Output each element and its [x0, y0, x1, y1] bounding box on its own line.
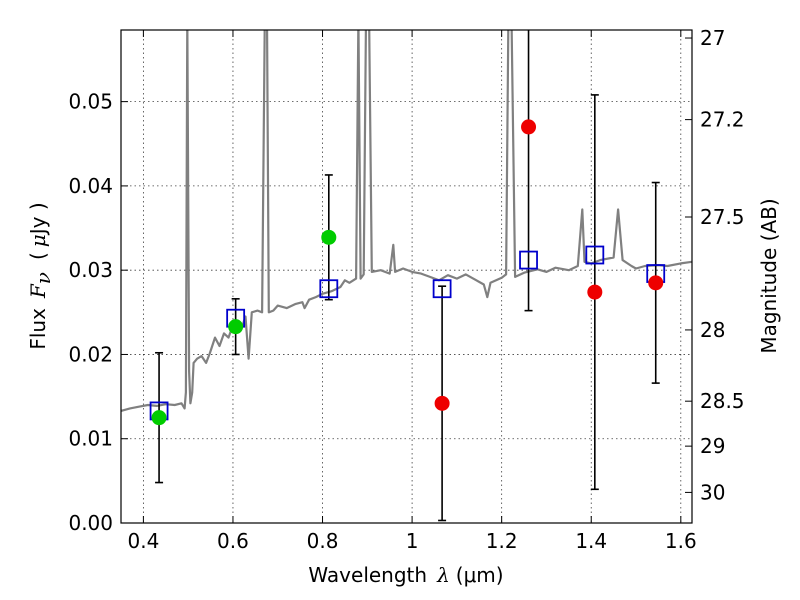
x-axis-label: Wavelength λ (μm): [308, 563, 503, 587]
grid: [121, 30, 692, 524]
observed-point: [434, 395, 450, 411]
model-square: [432, 279, 452, 299]
y2-tick-label: 27.5: [700, 205, 745, 229]
plot-area: [121, 30, 692, 523]
x-tick-label: 1.2: [486, 529, 518, 553]
spectrum-line: [121, 30, 692, 412]
observed-point: [228, 319, 244, 335]
y-axis-label: FluxFν(μJy ): [26, 202, 55, 349]
y-tick-label: 0.04: [68, 174, 113, 198]
y-tick-label: 0.02: [68, 342, 113, 366]
y-tick-label: 0.01: [68, 427, 113, 451]
model-square: [319, 279, 339, 299]
y2-tick-label: 27: [700, 26, 725, 50]
observed-point: [521, 119, 537, 135]
plot-frame: [120, 29, 693, 524]
x-tick-label: 0.6: [217, 529, 249, 553]
marker-layer: [149, 30, 666, 522]
x-tick-label: 0.8: [307, 529, 339, 553]
y2-axis-label: Magnitude (AB): [757, 198, 781, 353]
y2-tick-label: 28.5: [700, 389, 745, 413]
observed-point: [321, 229, 337, 245]
model-square: [585, 245, 605, 265]
axes: 0.4 0.6 0.8 1 1.2 1.4 1.6 0.00 0.01 0.02 0.03 0.04 0…: [68, 26, 744, 553]
data-layer: [121, 30, 692, 412]
x-tick-label: 1.4: [575, 529, 607, 553]
x-tick-label: 1: [406, 529, 419, 553]
y-tick-label: 0.03: [68, 258, 113, 282]
y-tick-label: 0.00: [68, 511, 113, 535]
y2-tick-label: 29: [700, 434, 725, 458]
model-square: [519, 250, 538, 270]
y2-tick-label: 30: [700, 480, 725, 504]
observed-point: [648, 275, 664, 291]
observed-point: [151, 410, 167, 426]
x-tick-label: 1.6: [665, 529, 697, 553]
observed-point: [587, 284, 603, 300]
y-tick-label: 0.05: [68, 90, 113, 114]
y2-tick-label: 27.2: [700, 108, 745, 132]
x-tick-label: 0.4: [127, 529, 159, 553]
y2-tick-label: 28: [700, 318, 725, 342]
